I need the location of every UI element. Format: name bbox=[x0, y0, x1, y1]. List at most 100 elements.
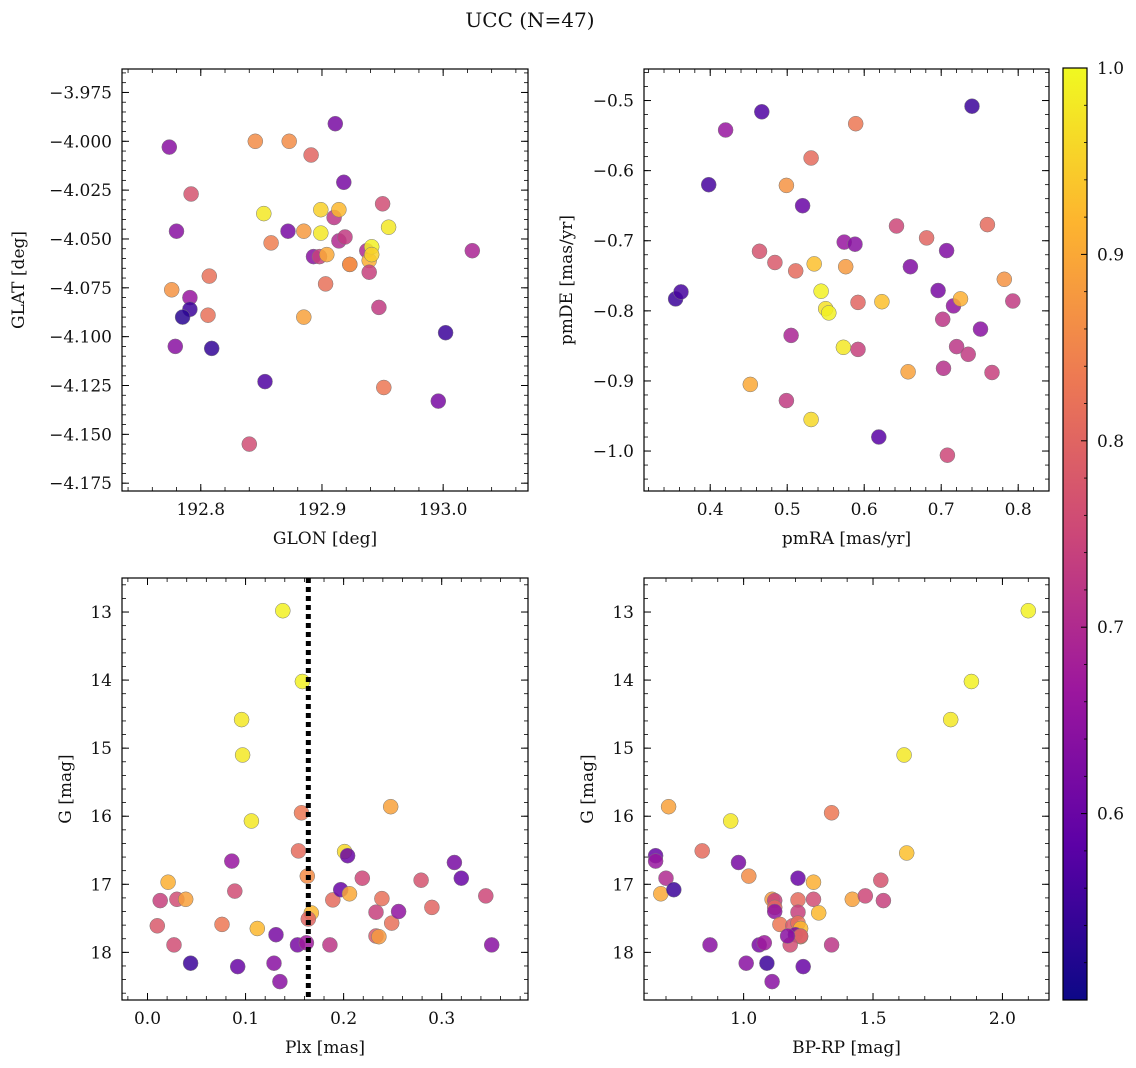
scatter-point bbox=[224, 853, 240, 869]
scatter-point bbox=[303, 147, 319, 163]
scatter-point bbox=[847, 115, 864, 132]
scatter-point bbox=[952, 291, 969, 307]
scatter-point bbox=[368, 904, 384, 920]
scatter-point bbox=[275, 602, 291, 619]
scatter-point bbox=[361, 264, 377, 280]
x-axis-label: GLON [deg] bbox=[273, 529, 377, 549]
scatter-point bbox=[835, 339, 852, 356]
x-tick-label: 0.5 bbox=[774, 500, 801, 520]
scatter-point bbox=[660, 798, 677, 815]
scatter-point bbox=[896, 747, 912, 763]
y-tick-label: 15 bbox=[90, 739, 112, 759]
scatter-point bbox=[168, 223, 185, 239]
axes-frame bbox=[643, 68, 1050, 492]
scatter-point bbox=[380, 219, 397, 235]
scatter-point bbox=[243, 813, 260, 829]
axes-frame bbox=[121, 68, 529, 492]
y-axis-label: GLAT [deg] bbox=[9, 231, 29, 329]
y-axis-label: G [mag] bbox=[56, 754, 76, 823]
y-tick-label: 16 bbox=[90, 807, 112, 827]
scatter-point bbox=[783, 327, 799, 344]
y-tick-label: 15 bbox=[612, 739, 634, 759]
scatter-point bbox=[290, 843, 307, 859]
panel-glon-glat: 192.8 192.9 193.0 −4.175 −4.150 −4.125 −4.100 −… bbox=[9, 68, 529, 549]
x-tick-label: 0.0 bbox=[134, 1009, 161, 1029]
points bbox=[161, 115, 481, 452]
figure-title: UCC (N=47) bbox=[465, 8, 594, 32]
points bbox=[667, 98, 1021, 463]
scatter-point bbox=[149, 918, 166, 934]
scatter-point bbox=[694, 843, 710, 859]
scatter-point bbox=[939, 447, 956, 463]
y-tick-label: −3.975 bbox=[49, 83, 112, 103]
colorbar-tick-label: 0.6 bbox=[1097, 805, 1124, 825]
scatter-point bbox=[430, 393, 447, 409]
scatter-point bbox=[900, 364, 916, 380]
x-axis-label: pmRA [mas/yr] bbox=[782, 529, 911, 549]
scatter-point bbox=[424, 899, 440, 916]
x-tick-label: 0.6 bbox=[851, 500, 878, 520]
scatter-point bbox=[371, 928, 387, 945]
scatter-point bbox=[653, 886, 669, 902]
scatter-point bbox=[738, 955, 754, 971]
scatter-point bbox=[754, 104, 770, 120]
y-tick-label: 13 bbox=[90, 603, 112, 623]
scatter-point bbox=[972, 321, 989, 337]
scatter-point bbox=[374, 196, 391, 212]
y-tick-label: −4.000 bbox=[49, 132, 112, 152]
scatter-point bbox=[702, 937, 718, 953]
y-tick-label: 14 bbox=[90, 671, 112, 691]
scatter-point bbox=[413, 872, 429, 888]
y-tick-label: −1.0 bbox=[593, 442, 634, 462]
panel-plx-g: 0.0 0.1 0.2 0.3 13 14 15 16 17 18 Plx [mas] G [mag] bbox=[56, 577, 529, 1058]
y-tick-label: 14 bbox=[612, 671, 634, 691]
y-tick-label: −0.8 bbox=[593, 302, 634, 322]
scatter-point bbox=[805, 874, 822, 890]
scatter-point bbox=[902, 258, 919, 275]
scatter-point bbox=[875, 892, 892, 909]
scatter-point bbox=[201, 268, 218, 284]
y-tick-label: 18 bbox=[90, 943, 112, 963]
scatter-point bbox=[984, 364, 1000, 381]
x-tick-label: 2.0 bbox=[989, 1009, 1016, 1029]
scatter-point bbox=[888, 218, 905, 234]
scatter-point bbox=[296, 309, 312, 325]
scatter-point bbox=[382, 798, 399, 815]
scatter-point bbox=[700, 176, 717, 193]
y-axis-label: pmDE [mas/yr] bbox=[557, 215, 577, 345]
scatter-point bbox=[363, 246, 380, 263]
scatter-point bbox=[317, 276, 334, 292]
x-axis-label: BP-RP [mag] bbox=[792, 1038, 901, 1058]
scatter-point bbox=[233, 711, 250, 728]
scatter-point bbox=[183, 186, 199, 202]
scatter-point bbox=[873, 872, 889, 888]
scatter-point bbox=[756, 935, 773, 951]
scatter-point bbox=[319, 246, 335, 263]
x-tick-label: 192.8 bbox=[176, 500, 225, 520]
axes-frame bbox=[121, 577, 529, 1001]
scatter-point bbox=[342, 256, 358, 273]
scatter-point bbox=[339, 847, 356, 864]
scatter-point bbox=[281, 133, 297, 150]
scatter-point bbox=[837, 258, 854, 275]
scatter-point bbox=[247, 133, 264, 150]
scatter-point bbox=[759, 955, 775, 971]
scatter-point bbox=[930, 282, 946, 299]
colorbar-tick-label: 1.0 bbox=[1097, 59, 1124, 79]
scatter-point bbox=[673, 284, 689, 300]
scatter-point bbox=[266, 955, 282, 971]
scatter-point bbox=[850, 341, 866, 358]
scatter-point bbox=[979, 216, 996, 233]
y-tick-label: −4.175 bbox=[49, 474, 112, 494]
scatter-point bbox=[779, 928, 796, 944]
scatter-point bbox=[383, 915, 400, 931]
y-tick-label: 18 bbox=[612, 943, 634, 963]
scatter-point bbox=[446, 854, 463, 871]
scatter-point bbox=[934, 311, 951, 328]
x-tick-label: 0.2 bbox=[330, 1009, 357, 1029]
scatter-point bbox=[964, 98, 980, 114]
scatter-point bbox=[272, 973, 288, 990]
y-tick-label: −4.050 bbox=[49, 230, 112, 250]
scatter-point bbox=[203, 340, 220, 357]
